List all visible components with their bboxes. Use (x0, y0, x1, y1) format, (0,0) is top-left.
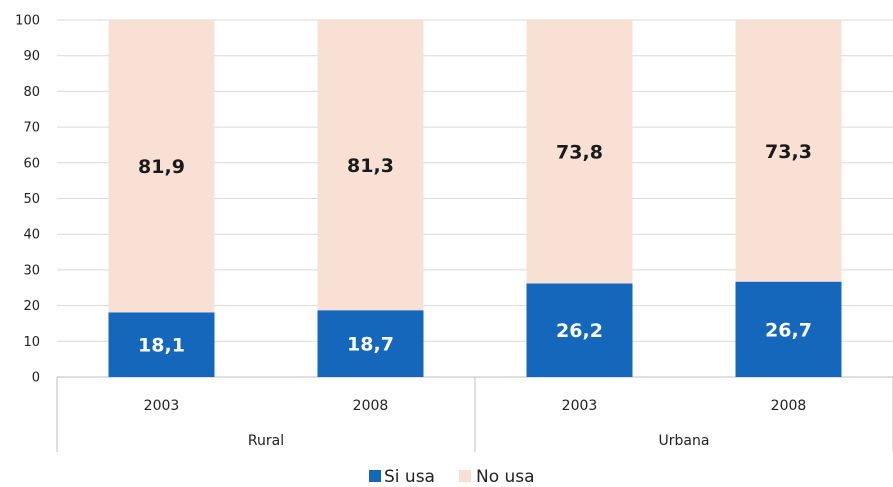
bar-segment (108, 312, 215, 377)
bar-segment (317, 310, 424, 377)
bars: 18,1 81,9 18,7 81,3 26,2 73,8 26,7 73,3 (108, 20, 842, 377)
y-tick-label: 50 (23, 192, 40, 207)
data-label: 18,1 (138, 335, 185, 357)
x-group-label: Rural (248, 433, 284, 449)
y-tick-label: 100 (15, 14, 40, 29)
data-label: 26,2 (556, 320, 603, 342)
bar-segment (108, 20, 215, 313)
data-label: 26,7 (765, 319, 812, 341)
x-category-label: 2003 (144, 398, 180, 414)
y-tick-label: 10 (23, 335, 40, 350)
data-label: 73,3 (765, 141, 812, 163)
bar-segment (526, 20, 633, 284)
y-tick-label: 70 (23, 121, 40, 136)
x-category-label: 2008 (771, 398, 807, 414)
x-axis: 2003 2008 2003 2008 Rural Urbana (56, 377, 893, 452)
legend-swatch (369, 470, 381, 482)
y-tick-label: 60 (23, 156, 40, 171)
bar-segment (317, 20, 424, 311)
x-category-label: 2008 (353, 398, 389, 414)
y-tick-label: 40 (23, 228, 40, 243)
data-label: 81,9 (138, 156, 185, 178)
legend-label: Si usa (384, 467, 435, 487)
data-label: 18,7 (347, 334, 394, 356)
x-category-label: 2003 (562, 398, 598, 414)
data-label: 81,3 (347, 155, 394, 177)
y-tick-label: 0 (32, 371, 40, 386)
bar-segment (526, 283, 633, 377)
bar-segment (735, 20, 842, 282)
legend-swatch (459, 470, 471, 482)
data-label: 73,8 (556, 142, 603, 164)
y-axis: 0 10 20 30 40 50 60 70 80 90 100 (15, 14, 40, 386)
x-group-label: Urbana (659, 433, 710, 449)
bar-segment (735, 281, 842, 377)
legend: Si usa No usa (369, 467, 535, 487)
y-tick-label: 30 (23, 263, 40, 278)
y-tick-label: 80 (23, 85, 40, 100)
y-tick-label: 20 (23, 299, 40, 314)
legend-label: No usa (476, 467, 535, 487)
y-tick-label: 90 (23, 49, 40, 64)
